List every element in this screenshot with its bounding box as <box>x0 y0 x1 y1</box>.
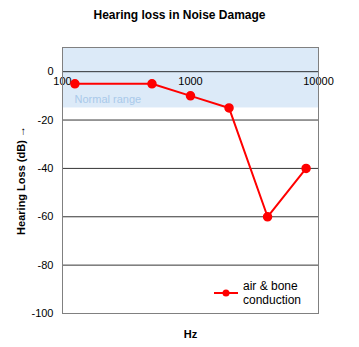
html-text:air & bone conduction: air & bone conduction <box>243 279 301 307</box>
svg-text:100: 100 <box>53 75 72 88</box>
svg-text:Hearing Loss (dB) →: Hearing Loss (dB) → <box>15 126 27 235</box>
svg-text:Normal range: Normal range <box>75 93 142 105</box>
svg-text:Hz: Hz <box>184 328 198 340</box>
html-text:Hearing loss in Noise Damage: Hearing loss in Noise Damage <box>93 8 266 22</box>
svg-text:-60: -60 <box>38 210 54 222</box>
svg-text:-100: -100 <box>31 307 53 319</box>
svg-text:-80: -80 <box>38 259 54 271</box>
svg-text:0: 0 <box>47 65 54 78</box>
svg-text:10000: 10000 <box>303 75 334 88</box>
svg-text:-20: -20 <box>38 114 54 126</box>
svg-text:-40: -40 <box>38 162 54 174</box>
svg-text:1000: 1000 <box>178 75 202 87</box>
